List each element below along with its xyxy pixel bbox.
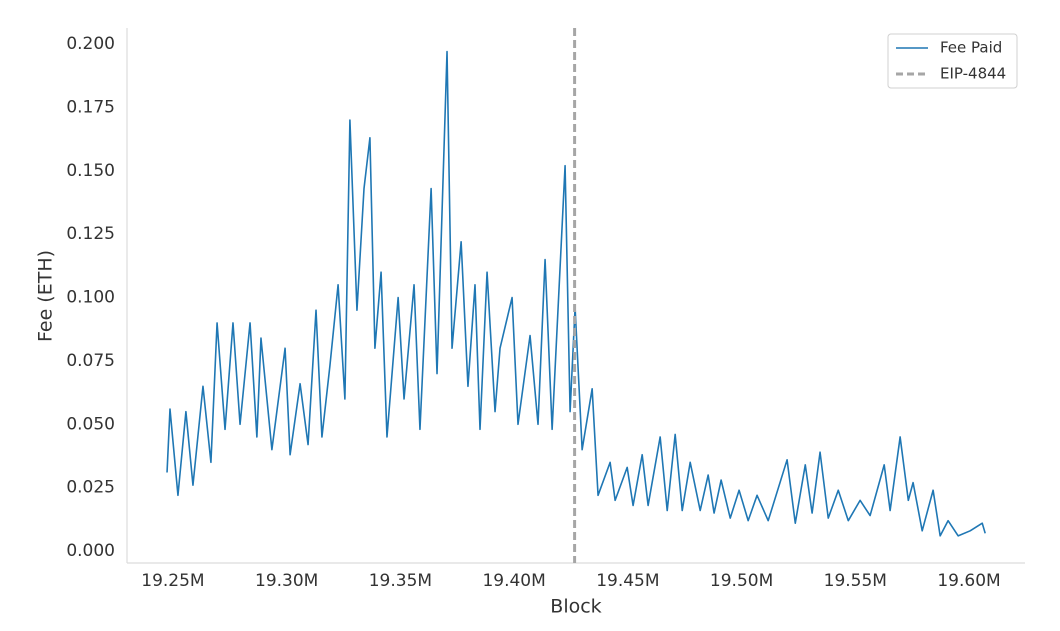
- x-tick-label: 19.25M: [141, 571, 204, 591]
- x-tick-label: 19.50M: [710, 571, 773, 591]
- y-tick-label: 0.175: [66, 97, 115, 117]
- fee-line: [166, 50, 986, 537]
- legend-label: EIP-4844: [940, 65, 1006, 83]
- legend: Fee Paid EIP-4844: [887, 33, 1018, 89]
- y-tick-label: 0.075: [66, 351, 115, 371]
- y-axis-label: Fee (ETH): [35, 250, 57, 342]
- y-tick-label: 0.000: [66, 541, 115, 561]
- y-tick-label: 0.025: [66, 478, 115, 498]
- y-tick-label: 0.200: [66, 34, 115, 54]
- x-axis-label: Block: [550, 596, 601, 618]
- y-tick-label: 0.100: [66, 288, 115, 308]
- x-tick-label: 19.35M: [369, 571, 432, 591]
- x-tick-label: 19.60M: [937, 571, 1000, 591]
- x-tick-label: 19.55M: [824, 571, 887, 591]
- x-tick-label: 19.30M: [255, 571, 318, 591]
- y-tick-label: 0.050: [66, 414, 115, 434]
- y-tick-label: 0.150: [66, 161, 115, 181]
- x-tick-label: 19.45M: [596, 571, 659, 591]
- x-tick-label: 19.40M: [482, 571, 545, 591]
- legend-label: Fee Paid: [940, 39, 1002, 57]
- y-tick-label: 0.125: [66, 224, 115, 244]
